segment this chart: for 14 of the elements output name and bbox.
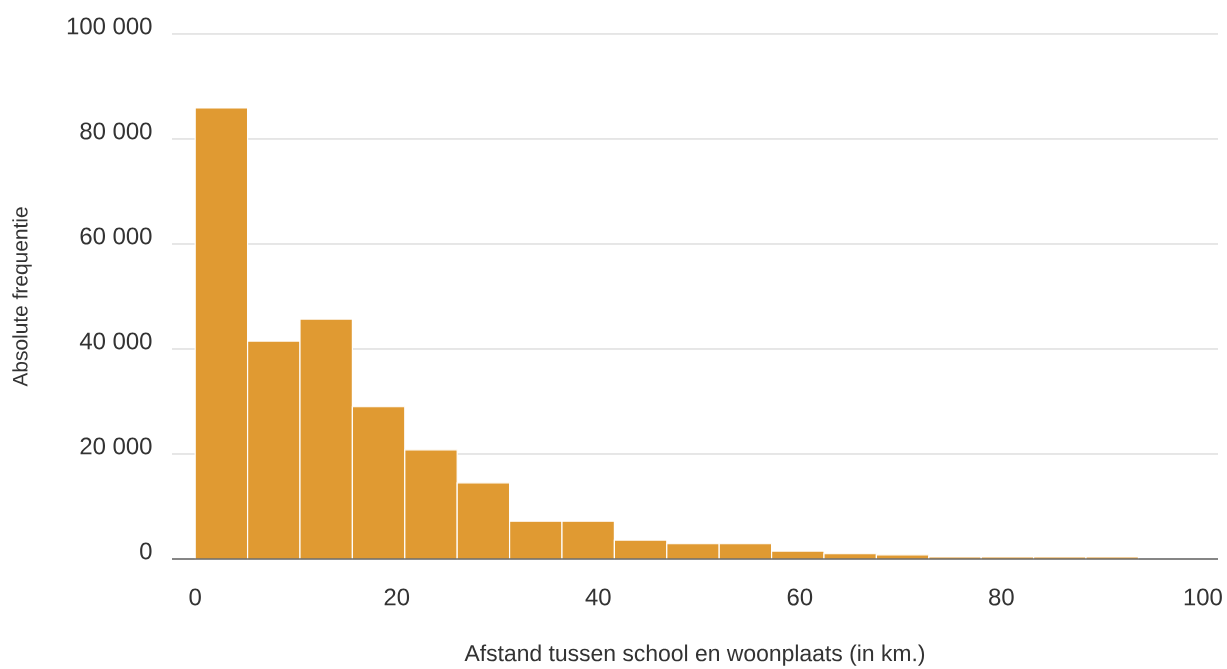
x-tick-label: 60 [787,588,813,606]
y-tick-label: 80 000 [80,122,152,140]
x-tick-label: 20 [384,588,410,606]
y-tick-label: 0 [140,542,152,560]
x-axis-title: Afstand tussen school en woonplaats (in km.) [464,644,925,666]
y-tick-label: 60 000 [80,227,152,245]
y-axis-title: Absolute frequentie [12,207,32,387]
x-tick-label: 100 [1184,588,1222,606]
y-tick-label: 20 000 [80,437,152,455]
x-tick-label: 40 [585,588,611,606]
y-tick-label: 100 000 [67,17,152,35]
y-tick-label: 40 000 [79,332,152,350]
x-tick-label: 0 [189,588,201,606]
x-tick-label: 80 [989,588,1014,606]
